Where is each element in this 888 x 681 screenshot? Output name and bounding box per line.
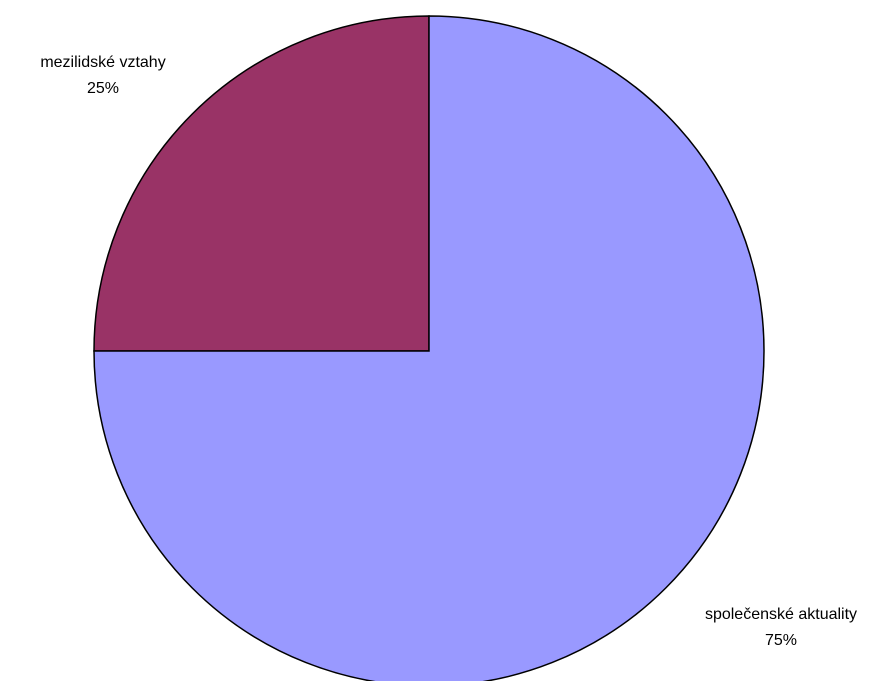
- slice-percent-mezilidske-vztahy: 25%: [87, 80, 119, 97]
- slice-name-mezilidske-vztahy: mezilidské vztahy: [40, 54, 165, 71]
- slice-label-mezilidske-vztahy: mezilidské vztahy 25%: [40, 54, 165, 97]
- pie-slices: [93, 15, 765, 681]
- slice-percent-spolecenske-aktuality: 75%: [765, 632, 797, 649]
- pie-slice-spolecenske-aktuality: [93, 15, 765, 681]
- slice-name-spolecenske-aktuality: společenské aktuality: [705, 606, 857, 623]
- pie-slice-mezilidske-vztahy: [93, 15, 430, 352]
- slice-label-spolecenske-aktuality: společenské aktuality 75%: [705, 606, 857, 649]
